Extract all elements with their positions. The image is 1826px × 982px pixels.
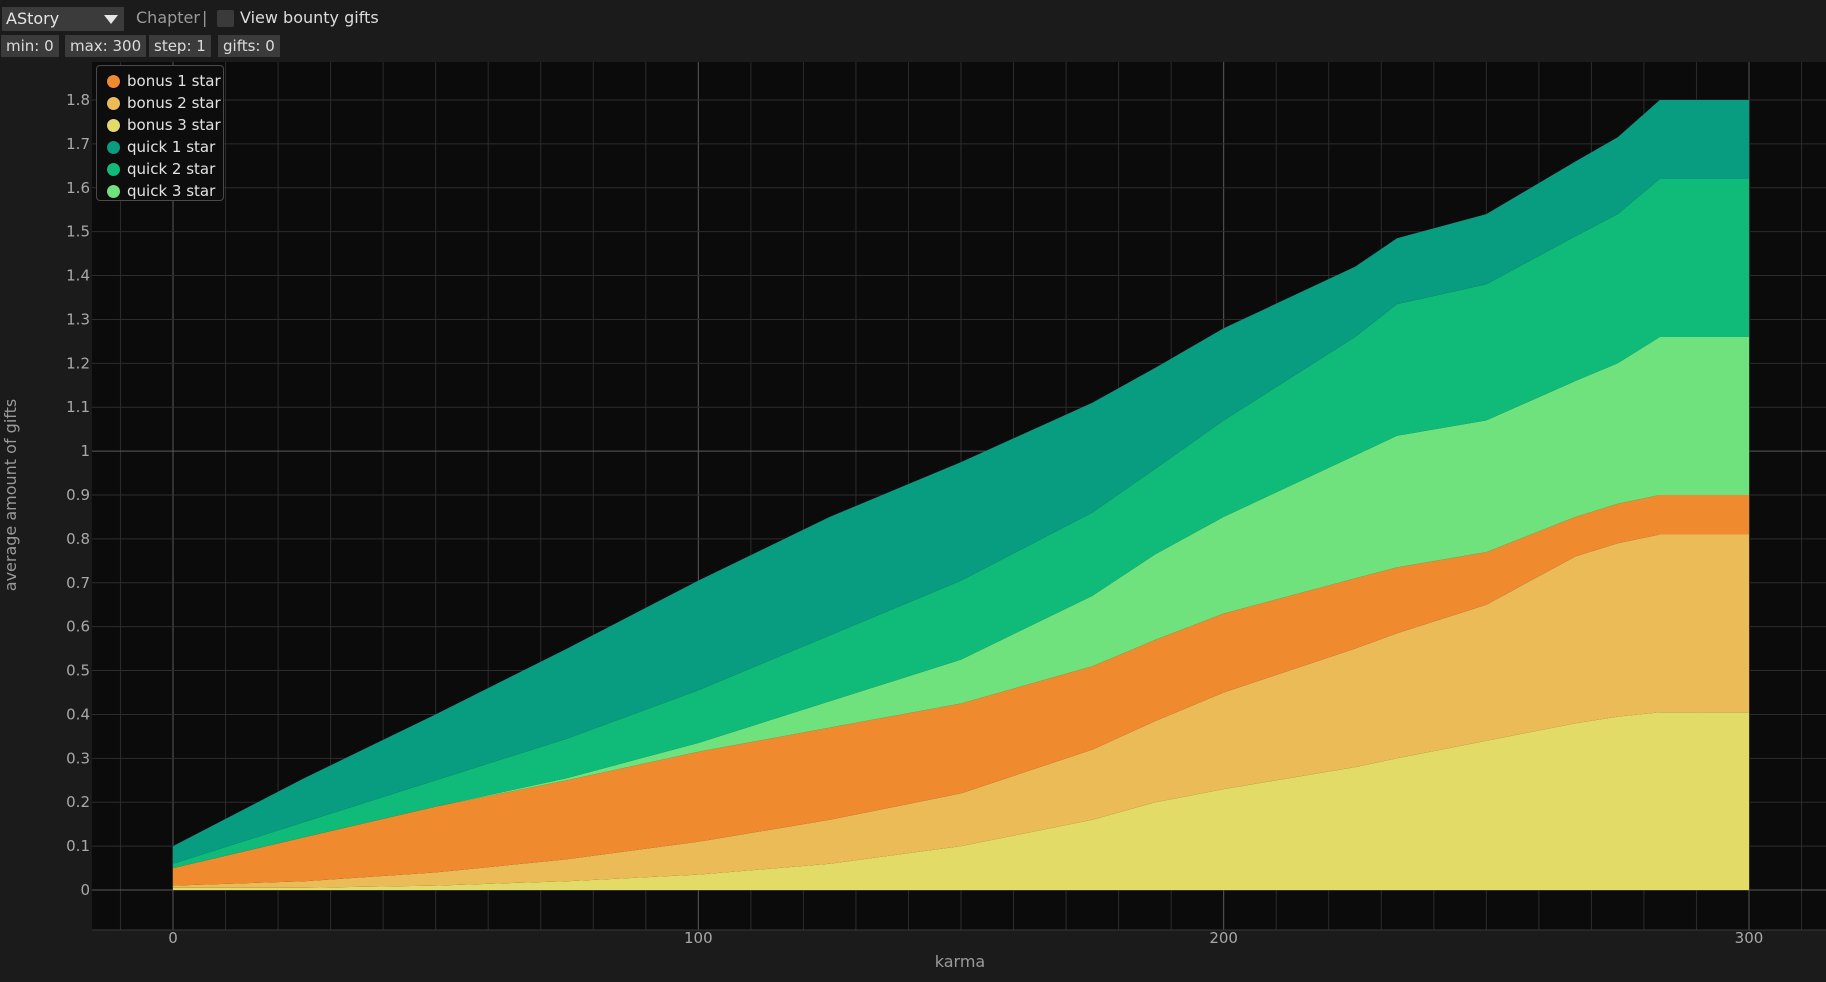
legend-item-bonus-1-star[interactable]: bonus 1 star	[97, 70, 223, 92]
area-bonus-1-star	[173, 495, 1749, 886]
legend-label: bonus 1 star	[127, 72, 221, 90]
legend-item-quick-3-star[interactable]: quick 3 star	[97, 180, 223, 202]
area-quick-2-star	[173, 179, 1749, 869]
y-tick-label: 1.1	[66, 398, 90, 416]
legend-item-quick-1-star[interactable]: quick 1 star	[97, 136, 223, 158]
y-tick-label: 0.7	[66, 574, 90, 592]
y-tick-label: 0	[80, 881, 90, 899]
gifts-chip: gifts: 0	[218, 35, 280, 57]
y-tick-label: 1.8	[66, 91, 90, 109]
legend-swatch-icon	[107, 118, 120, 132]
view-bounty-checkbox[interactable]	[217, 10, 234, 27]
legend-label: quick 3 star	[127, 182, 216, 200]
legend: bonus 1 star bonus 2 star bonus 3 star quic…	[96, 65, 224, 201]
min-chip: min: 0	[1, 35, 59, 57]
legend-swatch-icon	[107, 184, 120, 198]
y-tick-label: 1.5	[66, 223, 90, 241]
legend-swatch-icon	[107, 96, 120, 110]
legend-swatch-icon	[107, 74, 120, 88]
stacked-area-chart[interactable]: 0 0.1 0.2 0.3 0.4 0.5 0.6 0.7 0.8 0.9 1 1.1 1.2 1.3 1.…	[0, 60, 1826, 982]
legend-label: bonus 3 star	[127, 116, 221, 134]
max-chip: max: 300	[65, 35, 147, 57]
legend-label: bonus 2 star	[127, 94, 221, 112]
legend-swatch-icon	[107, 140, 120, 154]
y-tick-label: 1.2	[66, 354, 90, 372]
toolbar: AStory Chapter | View bounty gifts min: …	[0, 0, 1826, 60]
y-tick-label: 1.6	[66, 179, 90, 197]
area-bonus-3-star	[173, 712, 1749, 890]
x-tick-label: 300	[1735, 929, 1764, 947]
chapter-label[interactable]: Chapter	[136, 8, 200, 27]
y-tick-label: 0.3	[66, 749, 90, 767]
legend-item-bonus-3-star[interactable]: bonus 3 star	[97, 114, 223, 136]
legend-item-bonus-2-star[interactable]: bonus 2 star	[97, 92, 223, 114]
legend-item-quick-2-star[interactable]: quick 2 star	[97, 158, 223, 180]
legend-label: quick 2 star	[127, 160, 216, 178]
y-tick-label: 1.4	[66, 267, 90, 285]
y-tick-label: 0.4	[66, 705, 90, 723]
x-axis-label: karma	[935, 952, 985, 971]
legend-swatch-icon	[107, 162, 120, 176]
y-tick-label: 0.2	[66, 793, 90, 811]
chevron-down-icon	[104, 15, 118, 24]
step-chip: step: 1	[149, 35, 211, 57]
legend-label: quick 1 star	[127, 138, 216, 156]
y-tick-label: 1	[80, 442, 90, 460]
area-quick-1-star	[173, 100, 1749, 864]
y-tick-label: 0.6	[66, 618, 90, 636]
y-tick-label: 0.1	[66, 837, 90, 855]
y-tick-labels: 0 0.1 0.2 0.3 0.4 0.5 0.6 0.7 0.8 0.9 1 1.1 1.2 1.3 1.…	[66, 91, 90, 899]
x-tick-labels: 0 100 200 300	[168, 929, 1763, 947]
y-tick-label: 0.5	[66, 662, 90, 680]
y-tick-label: 1.7	[66, 135, 90, 153]
story-select[interactable]: AStory	[2, 7, 124, 31]
view-bounty-label[interactable]: View bounty gifts	[240, 8, 379, 27]
y-tick-label: 0.9	[66, 486, 90, 504]
y-axis-label: average amount of gifts	[1, 399, 20, 591]
y-tick-label: 1.3	[66, 310, 90, 328]
y-tick-label: 0.8	[66, 530, 90, 548]
area-bonus-2-star	[173, 534, 1749, 888]
x-tick-label: 200	[1209, 929, 1238, 947]
area-series	[173, 100, 1749, 890]
story-select-value: AStory	[6, 9, 60, 28]
area-quick-3-star	[173, 337, 1749, 869]
x-tick-label: 0	[168, 929, 178, 947]
x-tick-label: 100	[684, 929, 713, 947]
separator: |	[202, 8, 208, 27]
